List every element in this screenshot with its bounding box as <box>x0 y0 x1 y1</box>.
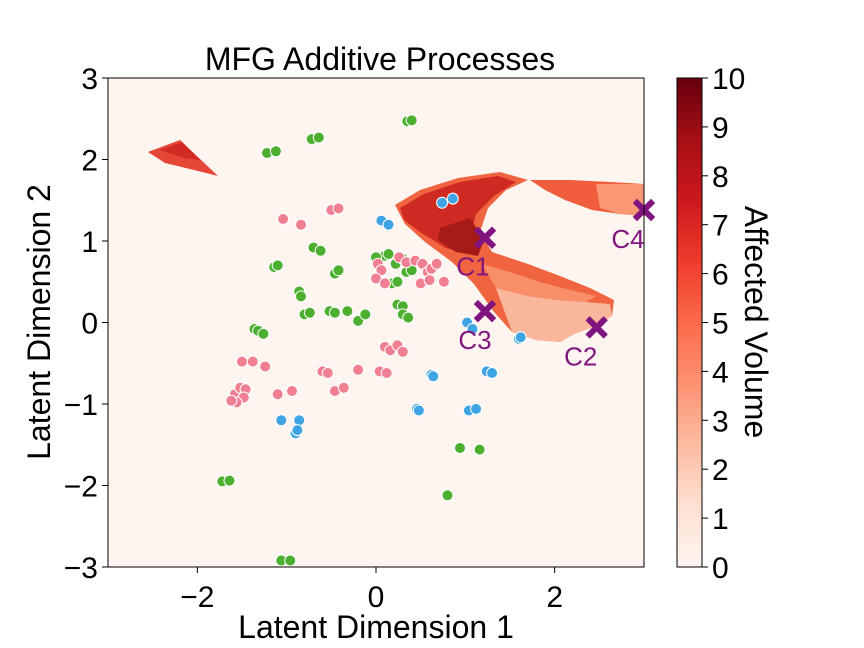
x-tick-label: −2 <box>180 581 214 614</box>
y-tick-label: −2 <box>64 471 98 504</box>
colorbar-tick-label: 4 <box>712 356 729 389</box>
y-tick-label: 2 <box>81 145 98 178</box>
y-tick-label: 0 <box>81 308 98 341</box>
y-tick-label: −3 <box>64 552 98 585</box>
x-tick-label: 2 <box>546 581 563 614</box>
x-axis-label: Latent Dimension 1 <box>238 609 514 645</box>
data-point-series-2 <box>246 355 259 368</box>
data-point-series-2 <box>321 367 334 379</box>
data-point-series-3 <box>427 370 440 383</box>
colorbar-label: Affected Volume <box>738 206 774 438</box>
y-tick-label: 1 <box>81 226 98 259</box>
data-point-series-2 <box>437 275 450 288</box>
data-point-series-3 <box>275 414 288 427</box>
data-point-series-2 <box>396 345 409 358</box>
colorbar-tick-label: 10 <box>712 63 745 96</box>
colorbar-tick-label: 6 <box>712 259 729 292</box>
colorbar <box>676 77 703 568</box>
colorbar-ticks: 0 1 2 3 4 5 6 7 8 9 10 <box>702 63 745 585</box>
data-point-series-1 <box>405 114 418 127</box>
y-axis-label: Latent Dimension 2 <box>21 184 57 460</box>
data-point-series-2 <box>337 381 350 394</box>
center-marker-c1 <box>473 226 497 249</box>
data-point-series-2 <box>236 355 248 368</box>
data-point-series-2 <box>375 264 388 277</box>
y-axis-ticks: −3 −2 −1 0 1 2 3 <box>64 63 108 585</box>
data-point-series-1 <box>391 275 404 288</box>
data-point-series-1 <box>454 442 466 454</box>
data-point-series-1 <box>303 306 316 319</box>
colorbar-tick-label: 0 <box>712 552 729 585</box>
colorbar-tick-label: 8 <box>712 161 729 194</box>
data-point-series-3 <box>436 196 449 209</box>
data-point-series-3 <box>291 424 304 437</box>
data-point-series-3 <box>466 323 479 335</box>
data-point-series-2 <box>225 394 238 407</box>
data-point-series-2 <box>352 363 365 376</box>
data-point-series-2 <box>378 277 391 290</box>
data-point-series-1 <box>271 259 284 272</box>
y-tick-label: −1 <box>64 389 98 422</box>
data-point-series-1 <box>295 290 307 303</box>
heat-region-crescent-tail <box>496 288 612 342</box>
heat-region-small-core <box>160 142 200 160</box>
center-marker-c2 <box>585 316 608 339</box>
chart-title: MFG Additive Processes <box>205 41 555 77</box>
data-point-series-2 <box>259 360 272 373</box>
data-point-series-1 <box>402 311 415 324</box>
data-point-series-3 <box>412 404 425 417</box>
colorbar-tick-label: 5 <box>712 308 729 341</box>
data-point-series-1 <box>332 264 345 277</box>
data-point-series-2 <box>430 257 443 270</box>
data-point-series-2 <box>271 388 284 401</box>
data-point-series-1 <box>314 244 327 257</box>
data-point-series-3 <box>470 402 483 415</box>
heat-region-right-light <box>596 184 644 216</box>
heat-region-crescent-core <box>438 218 484 256</box>
data-point-series-1 <box>473 443 486 456</box>
data-point-series-1 <box>341 305 354 318</box>
data-point-series-2 <box>423 274 436 287</box>
center-label-c4: C4 <box>611 224 644 254</box>
data-point-series-1 <box>328 306 341 319</box>
y-tick-label: 3 <box>81 63 98 96</box>
center-label-c1: C1 <box>456 252 489 282</box>
data-point-series-2 <box>277 213 290 225</box>
data-point-series-2 <box>286 385 298 397</box>
colorbar-tick-label: 3 <box>712 405 729 438</box>
data-point-series-2 <box>332 202 345 215</box>
colorbar-tick-label: 1 <box>712 503 729 536</box>
data-point-series-1 <box>312 131 325 144</box>
heat-region-crescent-mid <box>482 264 596 302</box>
data-point-series-1 <box>441 489 454 502</box>
data-point-series-3 <box>293 414 306 427</box>
heat-region-crescent-hot <box>400 176 516 254</box>
colorbar-tick-label: 9 <box>712 112 729 145</box>
x-tick-label: 0 <box>368 581 385 614</box>
data-point-series-1 <box>359 308 372 321</box>
data-point-series-1 <box>223 474 236 487</box>
data-point-series-1 <box>257 327 270 340</box>
colorbar-tick-label: 7 <box>712 210 729 243</box>
data-point-series-1 <box>382 248 395 260</box>
data-point-series-2 <box>380 367 393 379</box>
x-axis-ticks: −2 0 2 <box>180 567 563 614</box>
data-point-series-1 <box>269 145 282 158</box>
data-point-series-3 <box>514 331 527 344</box>
data-point-series-1 <box>284 554 297 567</box>
colorbar-tick-label: 2 <box>712 454 729 487</box>
data-point-series-3 <box>486 367 499 379</box>
data-point-series-3 <box>382 218 395 231</box>
heatmap-regions <box>148 140 644 342</box>
data-point-series-3 <box>446 192 459 205</box>
scatter-points <box>216 114 527 567</box>
center-marker-c3 <box>473 299 497 323</box>
center-label-c3: C3 <box>458 325 491 355</box>
center-label-c2: C2 <box>564 341 597 371</box>
data-point-series-2 <box>295 218 307 231</box>
